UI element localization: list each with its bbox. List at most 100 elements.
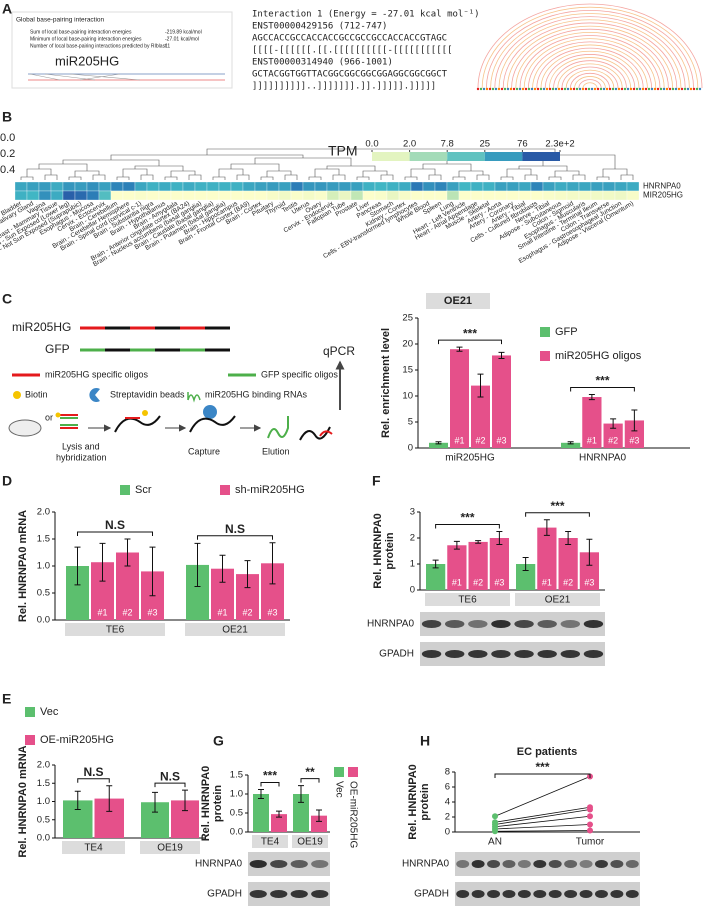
- blot-band: [456, 890, 470, 898]
- base-dot: [683, 87, 687, 91]
- blot-band: [487, 890, 501, 898]
- heat-cell: [230, 190, 244, 201]
- base-dot: [536, 87, 540, 91]
- step-label: Elution: [262, 446, 290, 456]
- blot-band: [290, 890, 308, 898]
- error-bar: [435, 441, 442, 445]
- point: [587, 813, 593, 820]
- base-dot: [518, 87, 522, 91]
- blot-band: [456, 860, 470, 868]
- bar-label: #3: [496, 435, 506, 445]
- heat-cell: [362, 190, 376, 201]
- heat-cell: [470, 181, 484, 192]
- dish: [8, 419, 42, 437]
- y-tick-label: 6: [445, 782, 450, 793]
- colorbar-segment: [409, 152, 448, 161]
- blot-band: [514, 650, 534, 658]
- error-bar: [543, 519, 550, 536]
- heat-cell: [338, 181, 352, 192]
- bar-label: #3: [267, 607, 277, 617]
- chart-title: OE21: [444, 295, 472, 307]
- sig-label: **: [305, 765, 315, 779]
- error-bar: [152, 791, 158, 813]
- base-dot: [674, 87, 678, 91]
- bar: [211, 568, 234, 620]
- dendrogram-branch: [500, 176, 514, 180]
- heat-cell: [122, 181, 136, 192]
- arc: [561, 66, 619, 89]
- blot-band: [548, 890, 562, 898]
- panel-label: B: [2, 109, 12, 125]
- dendrogram-branch: [218, 168, 244, 177]
- heat-cell: [578, 190, 592, 201]
- y-tick-label: 1.5: [37, 534, 50, 545]
- blot-band: [249, 860, 267, 868]
- base-dot: [482, 87, 486, 91]
- bar-label: #1: [587, 435, 597, 445]
- base-dot: [539, 87, 543, 91]
- dendrogram-branch: [122, 168, 148, 177]
- blot-band: [560, 650, 581, 658]
- base-dot: [551, 87, 555, 91]
- chart-title: EC patients: [517, 746, 578, 758]
- rna-icon: [187, 392, 201, 403]
- error-bar: [522, 557, 529, 571]
- arc: [528, 41, 652, 89]
- colorbar-label: 76: [517, 139, 528, 150]
- error-bar: [498, 351, 505, 360]
- base-dot: [650, 87, 654, 91]
- heat-cell: [626, 181, 640, 192]
- heat-cell: [242, 181, 256, 192]
- heat-cell: [50, 181, 64, 192]
- blot-band: [502, 890, 516, 898]
- heat-cell: [602, 181, 616, 192]
- heat-cell: [326, 181, 340, 192]
- group-label: OE19: [297, 837, 323, 848]
- base-dot: [479, 87, 483, 91]
- heat-cell: [530, 181, 544, 192]
- heat-cell: [14, 190, 28, 201]
- blot-band: [502, 860, 516, 868]
- rna: [114, 415, 161, 433]
- error-bar: [276, 810, 282, 818]
- base-dot: [608, 87, 612, 91]
- dendrogram-branch: [476, 174, 490, 180]
- base-dot: [587, 87, 591, 91]
- bar: [186, 564, 209, 620]
- dendrogram-branch: [428, 174, 442, 180]
- y-tick-label: 10: [402, 391, 413, 402]
- y-tick-label: 2.0: [37, 760, 50, 771]
- point: [587, 827, 593, 834]
- dendrogram-branch: [68, 176, 82, 180]
- dendrogram-branch: [332, 174, 346, 180]
- arc: [523, 38, 657, 89]
- base-dot: [554, 87, 558, 91]
- dendrogram-branch: [26, 168, 52, 177]
- heat-cell: [290, 181, 304, 192]
- blot-label: HNRNPA0: [367, 619, 414, 630]
- sig-bracket: [570, 386, 635, 392]
- arc: [519, 35, 661, 89]
- heat-cell: [110, 190, 124, 201]
- legend-swatch: [25, 707, 35, 717]
- blot-band: [583, 650, 604, 658]
- heat-cell: [254, 181, 268, 192]
- heat-cell: [626, 190, 640, 201]
- heat-cell: [302, 181, 316, 192]
- error-bar: [588, 393, 595, 401]
- sig-label: ***: [550, 499, 564, 513]
- base-dot: [488, 87, 492, 91]
- bead-icon: [89, 388, 100, 402]
- row-label: Number of local base-pairing interaction…: [30, 43, 167, 49]
- arc: [578, 79, 602, 89]
- heat-cell: [98, 181, 112, 192]
- arc: [507, 25, 673, 89]
- dendrogram-branch: [62, 159, 160, 166]
- base-dot: [560, 87, 564, 91]
- y-tick-label: 3: [410, 507, 415, 518]
- blot-band: [468, 620, 488, 628]
- error-bar: [316, 809, 322, 822]
- heat-cell: [158, 190, 172, 201]
- error-bar: [194, 542, 201, 588]
- group-box: [62, 841, 125, 854]
